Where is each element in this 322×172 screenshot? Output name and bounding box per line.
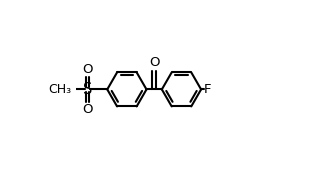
Text: O: O [82, 63, 93, 76]
Text: S: S [83, 82, 92, 97]
Text: CH₃: CH₃ [48, 83, 71, 96]
Text: O: O [82, 103, 93, 116]
Text: O: O [149, 56, 159, 69]
Text: F: F [204, 83, 212, 96]
